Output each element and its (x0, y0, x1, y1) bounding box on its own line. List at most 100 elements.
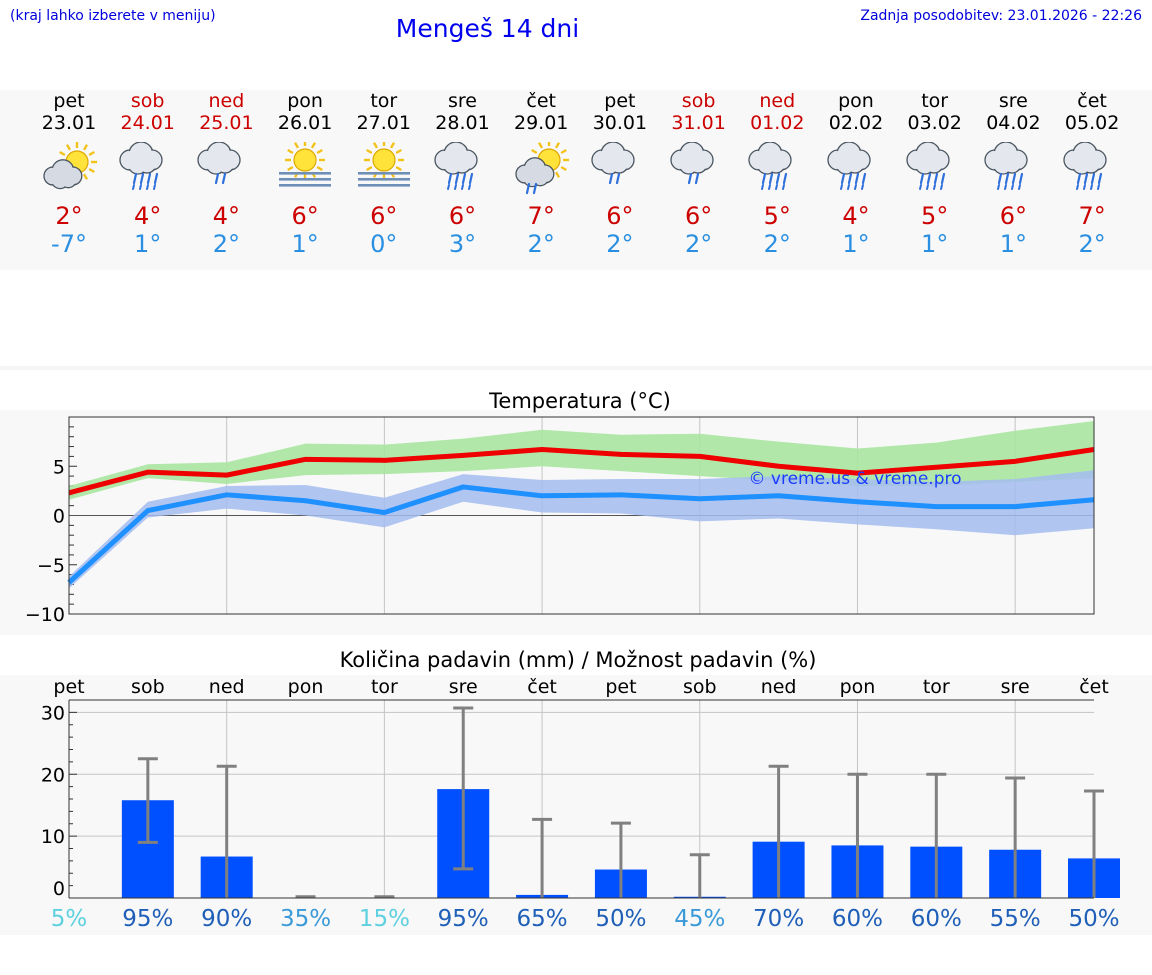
min-temperature: 0° (370, 230, 398, 258)
precipitation-probability: 5% (51, 906, 88, 932)
precipitation-day-label: sre (449, 676, 478, 698)
day-name: čet (526, 90, 556, 112)
precipitation-probability: 50% (1068, 906, 1119, 932)
day-name: tor (921, 90, 949, 112)
max-temperature: 5° (763, 202, 791, 230)
forecast-day: ned 01.02 5° 2° (737, 90, 817, 258)
last-updated: Zadnja posodobitev: 23.01.2026 - 22:26 (860, 8, 1142, 24)
forecast-day: čet 29.01 7° 2° (501, 90, 581, 258)
min-temperature: 1° (999, 230, 1028, 258)
min-temperature: 3° (448, 230, 477, 258)
forecast-day: ned 25.01 4° 2° (186, 90, 266, 258)
day-date: 24.01 (120, 112, 175, 134)
location-menu-hint: (kraj lahko izberete v meniju) (10, 8, 216, 24)
temperature-plot-frame (68, 416, 1095, 615)
min-temperature: 1° (921, 230, 949, 258)
precipitation-probability: 60% (832, 906, 883, 932)
temperature-chart: Temperatura (°C) 5 0 −5 −10 © vreme.us & vrem… (25, 389, 1095, 626)
precipitation-probability: 55% (990, 906, 1041, 932)
rain-cloud-icon (906, 142, 950, 190)
precipitation-day-label: ned (209, 676, 245, 698)
day-name: ned (208, 90, 245, 112)
min-temperature: 1° (842, 230, 870, 258)
day-name: sob (130, 90, 165, 112)
day-name: sre (998, 90, 1028, 112)
forecast-day: pon 26.01 6° 1° (265, 90, 345, 258)
day-name: pon (838, 90, 874, 112)
day-date: 05.02 (1064, 112, 1120, 134)
page-title: Mengeš 14 dni (395, 14, 580, 43)
max-temperature: 2° (55, 202, 83, 230)
max-temperature: 7° (1078, 202, 1106, 230)
precipitation-probability: 15% (359, 906, 410, 932)
precipitation-probability: 95% (122, 906, 173, 932)
rain-cloud-icon (748, 142, 792, 190)
rain-cloud-icon (984, 142, 1029, 190)
max-temperature: 4° (842, 202, 870, 230)
forecast-day: sob 31.01 6° 2° (659, 90, 739, 258)
precipitation-y-label: 20 (41, 764, 65, 786)
precipitation-probability: 60% (911, 906, 962, 932)
day-date: 26.01 (277, 112, 333, 134)
precipitation-y-label: 10 (41, 826, 65, 848)
rain-cloud-icon (827, 142, 871, 190)
day-date: 04.02 (986, 112, 1041, 134)
precipitation-probability: 45% (674, 906, 725, 932)
min-temperature: 2° (212, 230, 241, 258)
max-temperature: 6° (291, 202, 319, 230)
precipitation-probability: 35% (280, 906, 331, 932)
min-temperature: 2° (1078, 230, 1106, 258)
precipitation-day-label: sob (131, 676, 165, 698)
sun-fog-icon (357, 142, 410, 187)
light-rain-cloud-icon (591, 142, 635, 185)
max-temperature: 6° (999, 202, 1028, 230)
precipitation-probability: 65% (517, 906, 568, 932)
forecast-day: pet 30.01 6° 2° (580, 90, 660, 258)
precipitation-day-label: tor (371, 676, 398, 698)
precipitation-day-label: pon (840, 676, 876, 698)
precipitation-day-label: sre (1001, 676, 1030, 698)
day-date: 28.01 (435, 112, 490, 134)
forecast-day: sob 24.01 4° 1° (108, 90, 188, 258)
temperature-y-label: 0 (53, 506, 65, 528)
section-divider (0, 366, 1152, 370)
forecast-band (0, 90, 1152, 270)
precipitation-day-label: pon (288, 676, 324, 698)
temperature-y-label: 5 (53, 456, 65, 478)
rain-cloud-icon (1063, 142, 1107, 190)
day-name: sre (448, 90, 477, 112)
min-temperature: 1° (291, 230, 319, 258)
day-name: pet (604, 90, 636, 112)
precipitation-day-label: tor (923, 676, 950, 698)
forecast-day: pet 23.01 2° -7° (29, 90, 109, 258)
precipitation-day-label: sob (683, 676, 717, 698)
temperature-y-label: −10 (25, 604, 65, 626)
precipitation-probability: 50% (595, 906, 646, 932)
sun-fog-icon (279, 142, 332, 187)
precipitation-chart: Količina padavin (mm) / Možnost padavin … (41, 648, 1120, 932)
max-temperature: 6° (370, 202, 398, 230)
forecast-day: sre 28.01 6° 3° (423, 90, 503, 258)
day-name: čet (1077, 90, 1107, 112)
precipitation-chart-title: Količina padavin (mm) / Možnost padavin … (340, 648, 817, 672)
forecast-day: tor 27.01 6° 0° (344, 90, 424, 258)
temperature-y-label: −5 (37, 555, 65, 577)
max-temperature: 6° (448, 202, 477, 230)
sun-cloud-rain-icon (515, 142, 570, 195)
day-name: ned (759, 90, 796, 112)
day-date: 31.01 (671, 112, 726, 134)
day-date: 01.02 (750, 112, 805, 134)
min-temperature: 2° (527, 230, 555, 258)
watermark: © vreme.us & vreme.pro (748, 469, 961, 489)
rain-cloud-icon (433, 142, 478, 190)
precipitation-day-label: čet (527, 676, 557, 698)
max-temperature: 7° (527, 202, 555, 230)
precipitation-day-label: pet (605, 676, 636, 698)
precipitation-probability: 95% (438, 906, 489, 932)
day-name: pet (53, 90, 85, 112)
precipitation-y-label: 0 (53, 878, 65, 900)
day-date: 29.01 (513, 112, 569, 134)
day-date: 25.01 (199, 112, 254, 134)
day-name: sob (681, 90, 716, 112)
day-name: pon (287, 90, 323, 112)
